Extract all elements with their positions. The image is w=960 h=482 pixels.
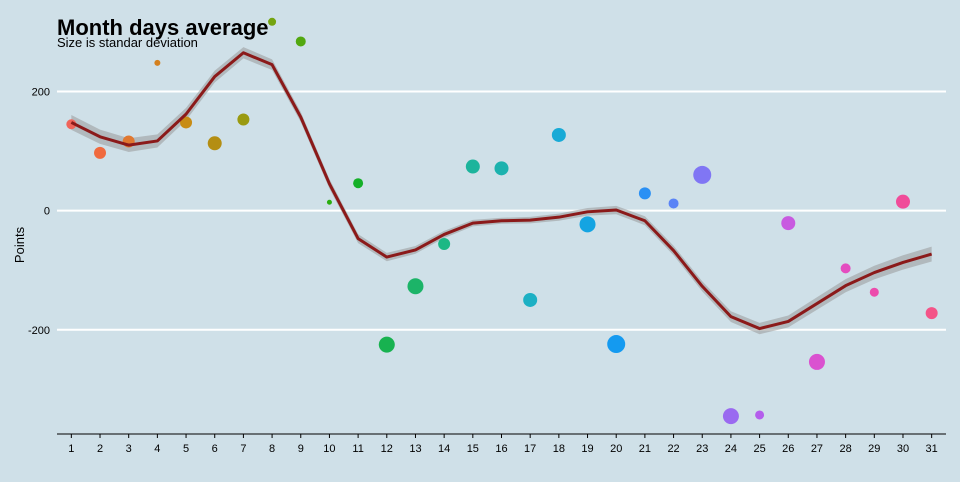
y-axis-title: Points (12, 226, 27, 263)
x-tick-label: 27 (811, 443, 823, 455)
data-point (438, 237, 451, 250)
data-point (869, 287, 879, 297)
x-tick-label: 11 (352, 443, 363, 455)
data-point (295, 36, 306, 47)
data-point (808, 353, 825, 370)
chart-title: Month days average (57, 15, 269, 40)
data-point (551, 127, 566, 142)
x-tick-label: 10 (323, 443, 335, 455)
smooth-trend-line (70, 51, 933, 331)
data-point (353, 178, 364, 189)
x-tick-label: 2 (97, 443, 103, 455)
data-point (326, 199, 332, 205)
data-point (94, 146, 107, 159)
data-point (925, 307, 938, 320)
smooth-confidence-band (71, 47, 932, 335)
data-point (693, 165, 712, 184)
x-tick-label: 13 (409, 443, 421, 455)
x-tick-label: 23 (696, 443, 708, 455)
x-tick-label: 1 (68, 443, 74, 455)
data-point (268, 17, 277, 26)
data-point (523, 292, 538, 307)
x-tick-label: 9 (298, 443, 304, 455)
x-axis: 1 2 3 4 5 6 7 8 9 10 11 12 13 14 15 16 17 18 19 20 21 22 23 24 2… (57, 433, 946, 455)
x-tick-label: 8 (269, 443, 275, 455)
grid-lines (57, 90, 946, 331)
x-tick-label: 3 (126, 443, 132, 455)
x-tick-label: 7 (240, 443, 246, 455)
x-tick-label: 14 (438, 443, 450, 455)
y-tick-label: 0 (44, 206, 50, 218)
data-point (781, 216, 796, 231)
x-tick-label: 20 (610, 443, 622, 455)
data-point (840, 263, 851, 274)
x-tick-label: 24 (725, 443, 737, 455)
data-point (607, 335, 626, 354)
chart-subtitle: Size is standar deviation (57, 35, 198, 50)
data-point (207, 136, 222, 151)
x-tick-label: 28 (840, 443, 852, 455)
x-tick-label: 25 (753, 443, 765, 455)
y-tick-label: 200 (32, 86, 50, 98)
y-tick-labels: -200 0 200 (28, 86, 50, 336)
x-tick-label: 6 (212, 443, 218, 455)
x-tick-label: 21 (639, 443, 651, 455)
x-tick-label: 4 (154, 443, 160, 455)
data-point (895, 194, 910, 209)
data-point (465, 159, 480, 174)
x-tick-label: 30 (897, 443, 909, 455)
x-tick-label: 31 (926, 443, 938, 455)
data-point (494, 161, 509, 176)
data-point (755, 410, 765, 420)
x-tick-label: 16 (495, 443, 507, 455)
data-point (638, 187, 651, 200)
x-tick-label: 22 (667, 443, 679, 455)
x-tick-label: 15 (467, 443, 479, 455)
data-point (66, 119, 77, 130)
x-tick-label: 29 (868, 443, 880, 455)
x-tick-label: 12 (381, 443, 393, 455)
data-point (378, 336, 395, 353)
data-point (237, 113, 250, 126)
data-point (579, 216, 596, 233)
x-tick-label: 17 (524, 443, 536, 455)
x-tick-label: 19 (581, 443, 593, 455)
data-point (154, 59, 161, 66)
trend-line (70, 51, 933, 331)
data-point (407, 278, 424, 295)
data-point (668, 198, 679, 209)
data-point (180, 116, 193, 129)
y-tick-label: -200 (28, 325, 50, 337)
data-points (66, 17, 938, 425)
confidence-band (71, 47, 932, 335)
data-point (722, 408, 739, 425)
x-tick-label: 5 (183, 443, 189, 455)
x-tick-label: 18 (553, 443, 565, 455)
x-tick-label: 26 (782, 443, 794, 455)
